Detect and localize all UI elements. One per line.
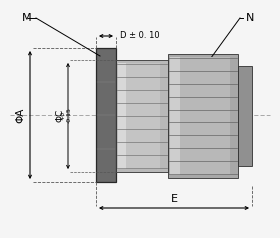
Bar (170, 57, 180, 175)
Bar (116, 60, 168, 172)
Text: E: E (171, 194, 178, 204)
Text: ΦC: ΦC (55, 108, 64, 122)
Text: +0
-0.15: +0 -0.15 (60, 107, 71, 123)
Bar (96, 48, 116, 182)
Bar (118, 63, 126, 169)
Text: M: M (22, 13, 32, 23)
Bar (180, 57, 230, 175)
Bar (238, 66, 252, 166)
Bar (126, 63, 160, 169)
Text: N: N (246, 13, 254, 23)
Text: ΦA: ΦA (15, 107, 25, 123)
Text: D ± 0. 10: D ± 0. 10 (120, 31, 160, 40)
Bar (168, 54, 238, 178)
